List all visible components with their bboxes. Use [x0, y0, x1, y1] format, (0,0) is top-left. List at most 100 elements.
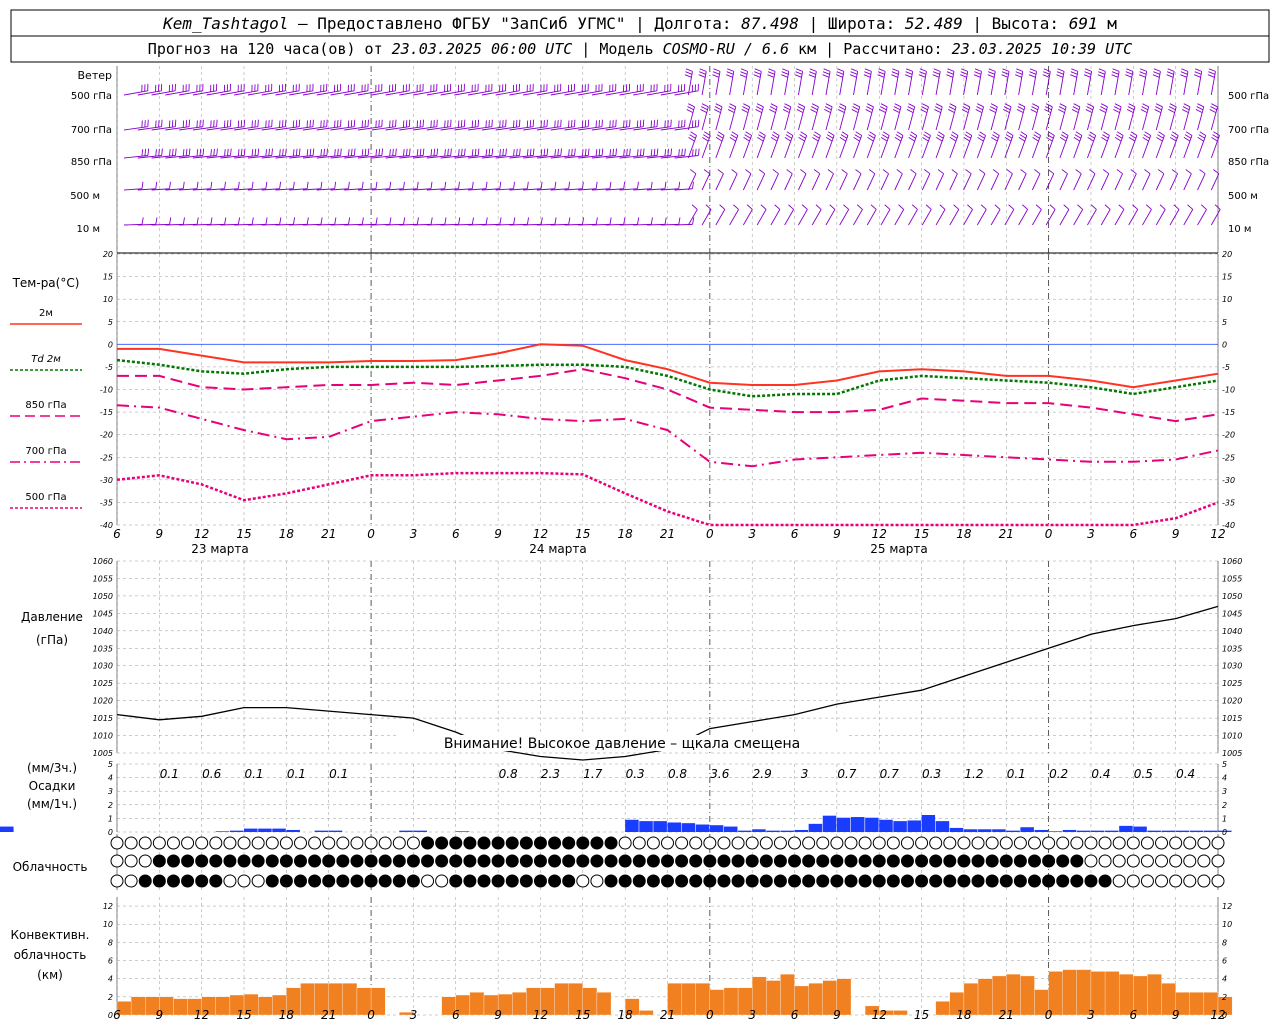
wind-barb-feather — [202, 148, 205, 156]
temp-ytick-left: -10 — [100, 386, 113, 395]
wind-barb-feather — [1057, 68, 1065, 72]
wind-barb — [660, 223, 679, 226]
wind-barb — [1073, 135, 1083, 159]
wind-barb — [247, 155, 272, 159]
wind-barb-feather — [731, 169, 738, 175]
wind-barb-feather — [444, 217, 447, 225]
wind-barb-feather — [1183, 137, 1191, 142]
cloud-symbol — [1070, 836, 1084, 850]
wind-barb — [495, 223, 514, 226]
wind-barb-feather — [836, 74, 844, 78]
wind-barb-feather — [946, 71, 954, 75]
wind-barb-feather — [715, 137, 723, 142]
wind-barb — [798, 209, 808, 226]
cloud-symbol — [378, 836, 392, 850]
wind-barb — [165, 223, 184, 226]
wind-barb-feather — [1089, 169, 1096, 175]
time-label: 0 — [367, 1008, 375, 1022]
wind-barb-feather — [814, 131, 821, 136]
cloud-symbol — [971, 836, 985, 850]
wind-barb — [1155, 209, 1166, 226]
time-label: 9 — [494, 1008, 502, 1022]
wind-barb — [1169, 173, 1179, 191]
wind-barb-feather — [1171, 134, 1178, 139]
wind-barb — [1142, 135, 1152, 159]
wind-barb-feather — [169, 149, 171, 157]
wind-barb-feather — [499, 181, 502, 189]
wind-barb-feather — [1061, 169, 1068, 175]
precip-total: 1.7 — [583, 767, 602, 781]
cloud-symbol — [152, 836, 166, 850]
conv-title-2: облачность — [14, 948, 87, 962]
wind-barb — [1142, 106, 1150, 131]
cloud-symbol — [703, 836, 717, 850]
wind-barb — [206, 126, 231, 131]
cloud-symbol — [1013, 836, 1027, 850]
cloud-symbol — [971, 874, 985, 888]
cloud-symbol — [294, 874, 307, 888]
wind-barb — [371, 155, 396, 159]
time-label: 12 — [1210, 1008, 1225, 1022]
cloud-symbol — [548, 874, 562, 888]
wind-barb-feather — [1128, 137, 1136, 142]
wind-barb-feather — [650, 181, 653, 189]
precip-bar — [1203, 830, 1218, 832]
cloud-symbol — [788, 836, 802, 850]
wind-barb-feather — [892, 109, 900, 114]
wind-barb-feather — [784, 137, 792, 142]
wind-barb-feather — [896, 131, 904, 136]
wind-barb-feather — [810, 109, 818, 114]
wind-barb-feather — [216, 148, 218, 156]
time-label: 3 — [410, 1008, 418, 1022]
wind-barb-feather — [499, 217, 502, 225]
wind-barb — [839, 71, 845, 96]
cloud-symbol — [519, 854, 533, 868]
wind-barb-feather — [1207, 74, 1215, 78]
wind-barb-feather — [375, 149, 378, 157]
wind-barb — [729, 71, 735, 96]
wind-barb — [1073, 71, 1079, 96]
wind-barb — [151, 155, 176, 159]
wind-barb-feather — [866, 103, 874, 108]
wind-barb — [1114, 209, 1125, 226]
wind-barb-feather — [726, 74, 733, 78]
wind-barb-feather — [408, 148, 411, 156]
wind-barb — [316, 126, 341, 131]
conv-bar — [130, 996, 146, 1016]
wind-barb-feather — [416, 217, 419, 225]
wind-barb-feather — [937, 169, 944, 175]
cloud-symbol — [519, 836, 533, 850]
precip-total: 0.7 — [837, 767, 856, 781]
wind-barb-feather — [1169, 137, 1177, 142]
pressure-ytick-right: 1025 — [1222, 679, 1242, 688]
wind-barb — [963, 135, 973, 159]
wind-barb-feather — [898, 204, 905, 210]
wind-barb — [578, 126, 603, 131]
wind-barb-feather — [381, 148, 384, 156]
wind-barb-feather — [1180, 74, 1188, 78]
temp-ytick-right: 10 — [1222, 295, 1232, 304]
pressure-ytick-right: 1045 — [1222, 609, 1242, 618]
conv-bar — [1062, 969, 1077, 1016]
wind-barb — [1114, 135, 1124, 159]
wind-barb — [357, 126, 382, 131]
wind-barb-feather — [920, 109, 928, 114]
wind-barb-feather — [612, 148, 615, 156]
cloud-symbol — [223, 836, 237, 850]
wind-barb — [206, 188, 225, 191]
wind-barb — [1169, 71, 1175, 96]
wind-barb — [165, 188, 184, 191]
conv-bar — [554, 983, 569, 1016]
wind-barb-feather — [843, 204, 850, 210]
precip-unit-3h: (мм/3ч.) — [27, 761, 77, 775]
wind-barb-feather — [1126, 109, 1134, 114]
conv-bar — [1189, 992, 1205, 1016]
cloud-symbol — [872, 874, 886, 888]
wind-barb-feather — [268, 148, 270, 156]
cloud-symbol — [463, 854, 477, 868]
wind-barb-feather — [932, 74, 940, 78]
wind-barb — [247, 223, 266, 226]
wind-barb — [247, 188, 266, 191]
wind-barb-feather — [1112, 68, 1120, 72]
wind-barb-feather — [924, 169, 931, 175]
